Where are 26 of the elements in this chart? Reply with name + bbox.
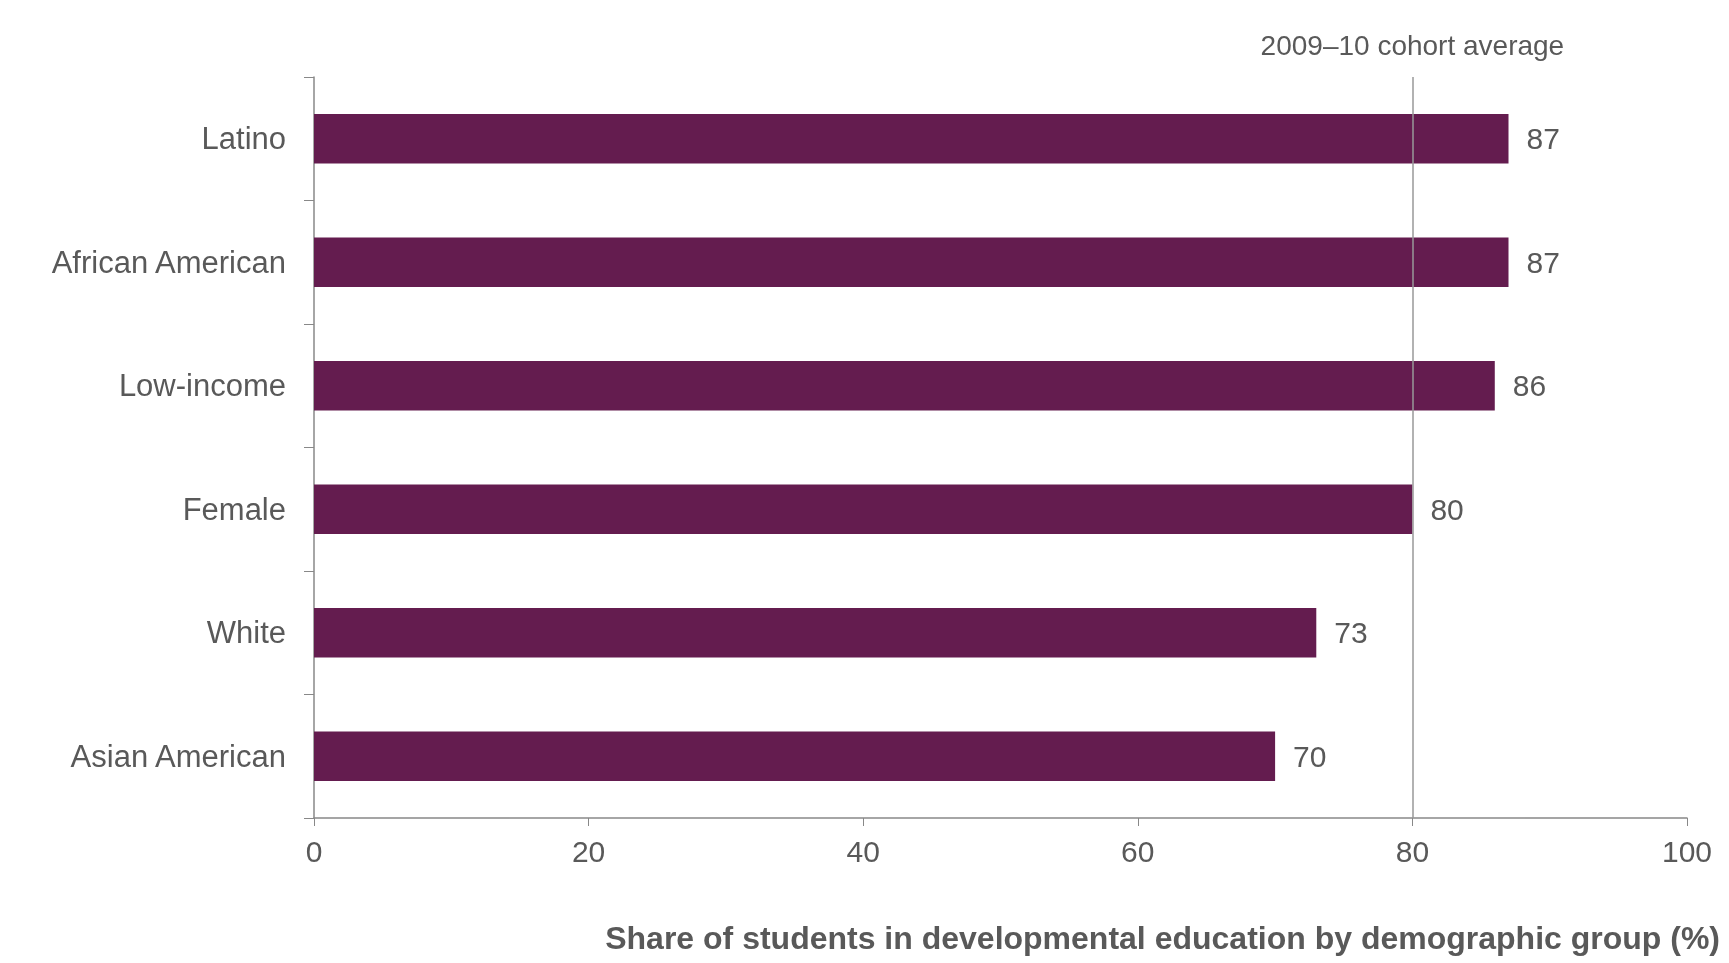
y-tick-label: African American (51, 244, 286, 280)
y-tick-label: Asian American (70, 738, 286, 774)
bar (314, 114, 1509, 164)
data-label: 73 (1334, 616, 1368, 650)
bar (314, 731, 1276, 781)
x-tick-label: 20 (571, 834, 606, 868)
data-label: 87 (1526, 122, 1560, 156)
y-tick-label: White (206, 615, 286, 651)
bar (314, 361, 1495, 411)
data-label: 87 (1526, 245, 1560, 279)
x-axis-title: Share of students in developmental education by demographic group (%) (605, 920, 1720, 956)
bar (314, 608, 1317, 658)
ref-line-label: 2009–10 cohort average (1260, 29, 1565, 61)
bar (314, 484, 1413, 534)
y-tick-label: Latino (201, 121, 286, 157)
data-label: 80 (1430, 492, 1464, 526)
x-tick-label: 40 (846, 834, 880, 868)
x-tick-label: 80 (1395, 834, 1430, 868)
x-tick-label: 100 (1661, 834, 1713, 868)
y-tick-label: Low-income (118, 368, 286, 404)
x-tick-label: 0 (305, 834, 323, 868)
data-label: 70 (1293, 739, 1327, 773)
y-tick-label: Female (182, 491, 286, 527)
data-label: 86 (1512, 369, 1547, 403)
bar (314, 237, 1509, 287)
x-tick-label: 60 (1121, 834, 1155, 868)
